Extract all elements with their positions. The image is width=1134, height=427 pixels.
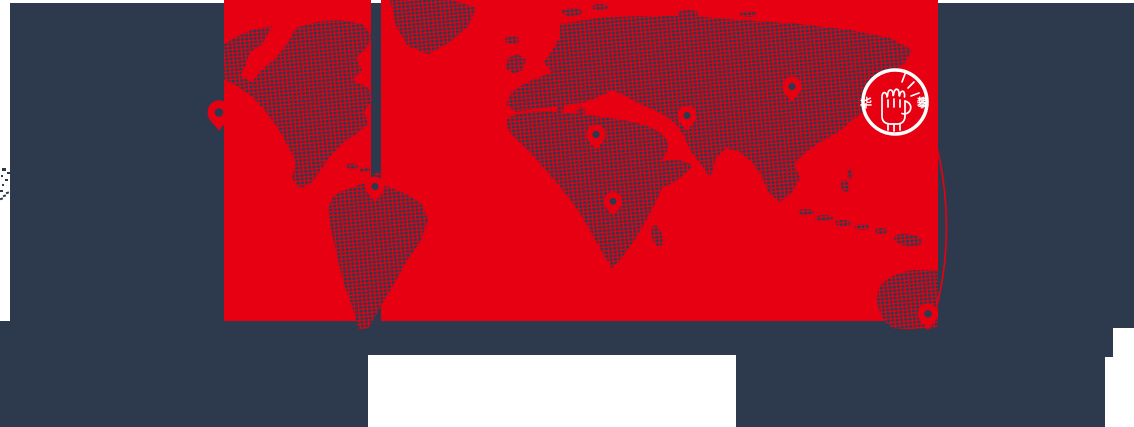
pacific-island-dots	[0, 168, 10, 201]
raised-fist-icon	[881, 73, 920, 132]
right-notch-upper	[1113, 328, 1134, 357]
pin-north-africa	[586, 124, 606, 150]
bottom-center-notch	[368, 355, 736, 427]
brand-logo: 华 攀	[860, 68, 930, 136]
pin-south-asia	[677, 105, 697, 131]
pin-east-asia	[782, 76, 802, 102]
logo-char-left: 华	[860, 95, 872, 110]
pin-australia	[918, 303, 938, 330]
pin-north-america	[207, 100, 231, 131]
route-arc	[937, 144, 948, 309]
pin-south-africa	[603, 191, 623, 216]
pin-south-america	[365, 176, 385, 202]
route-arc-line	[937, 144, 948, 309]
map-pins-layer	[207, 76, 938, 330]
right-notch-lower	[1105, 357, 1134, 427]
logo-char-right: 攀	[917, 95, 930, 110]
left-white-margin	[0, 3, 10, 321]
